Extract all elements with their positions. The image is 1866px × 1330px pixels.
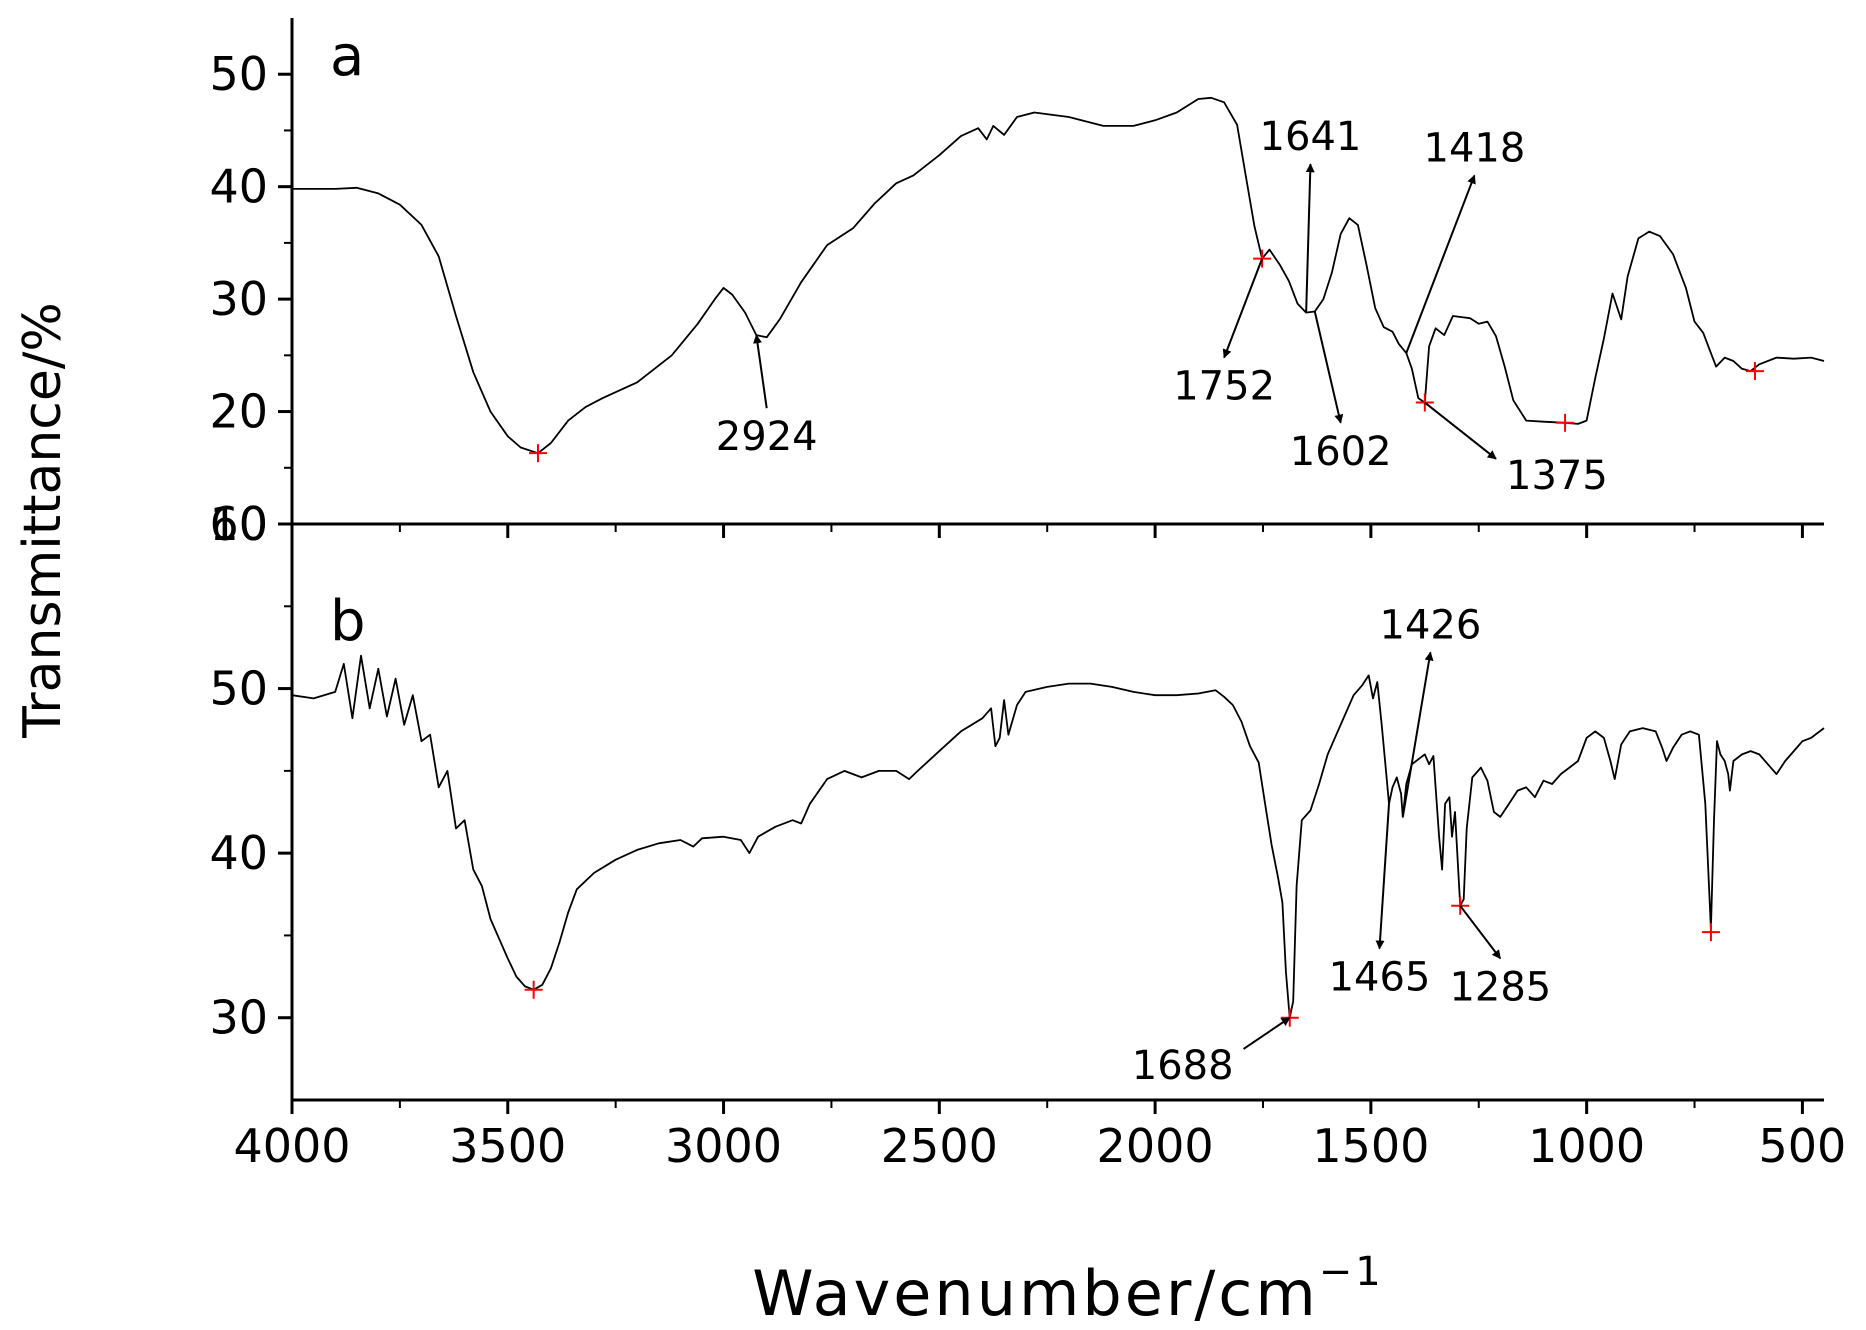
y-tick-label: 40	[209, 826, 268, 880]
x-tick-label: 3500	[449, 1119, 566, 1173]
peak-marker	[528, 444, 547, 463]
x-tick-label: 2500	[881, 1119, 998, 1173]
peak-label-1465: 1465	[1329, 955, 1431, 1001]
peak-label-2924: 2924	[716, 414, 818, 460]
x-tick-label: 1000	[1528, 1119, 1645, 1173]
x-axis-title-text: Wavenumber/cm	[752, 1257, 1319, 1330]
annotation-arrow	[1459, 905, 1502, 960]
y-tick-label: 60	[209, 497, 268, 551]
annotation-arrow	[1424, 401, 1497, 460]
y-tick-label: 30	[209, 272, 268, 326]
spectrum-line	[291, 654, 1825, 1019]
y-tick-label: 20	[209, 385, 268, 439]
x-tick-label: 500	[1759, 1119, 1847, 1173]
annotation-arrow	[1401, 651, 1434, 818]
y-tick-label: 50	[209, 47, 268, 101]
annotation-arrow	[753, 334, 768, 409]
peak-marker	[1745, 362, 1764, 381]
panel-b: 30 40 50 60 4000 3500 3000 2500 2000 1500 1000 500 b…	[209, 497, 1846, 1173]
peak-label-1375: 1375	[1506, 453, 1608, 499]
annotation-arrow	[1243, 1016, 1291, 1050]
annotation-arrow	[1405, 174, 1476, 354]
y-tick-label: 40	[209, 160, 268, 214]
spectrum-line	[292, 96, 1825, 455]
panel-letter: b	[330, 589, 366, 654]
y-tick-label: 50	[209, 662, 268, 716]
y-tick-label: 10	[209, 497, 268, 551]
x-tick-label: 3000	[665, 1119, 782, 1173]
peak-label-1602: 1602	[1290, 429, 1392, 475]
peak-label-1688: 1688	[1132, 1043, 1234, 1089]
x-axis-title-exponent: −1	[1319, 1249, 1384, 1295]
annotation-arrow	[1305, 163, 1315, 313]
peak-marker	[1701, 923, 1720, 942]
peak-marker	[1280, 1008, 1299, 1027]
x-tick-label: 1500	[1312, 1119, 1429, 1173]
annotation-arrow	[1222, 258, 1264, 359]
peak-label-1641: 1641	[1260, 114, 1362, 160]
peak-label-1752: 1752	[1173, 364, 1275, 410]
x-axis-title: Wavenumber/cm−1	[752, 1249, 1383, 1330]
peak-label-1418: 1418	[1424, 125, 1526, 171]
y-tick-label: 30	[209, 991, 268, 1045]
annotation-arrow	[1313, 311, 1344, 424]
panel-a: 10 20 30 40 50 a 2924 1752 1641 1602 1418 1375	[209, 18, 1825, 551]
peak-marker	[524, 980, 543, 999]
panel-letter: a	[330, 24, 364, 89]
x-tick-label: 2000	[1097, 1119, 1214, 1173]
y-axis-title: Transmittance/%	[13, 302, 73, 739]
x-tick-label: 4000	[233, 1119, 350, 1173]
peak-marker	[1556, 413, 1575, 432]
annotation-arrow	[1375, 803, 1390, 950]
peak-label-1285: 1285	[1449, 964, 1551, 1010]
peak-label-1426: 1426	[1380, 602, 1482, 648]
